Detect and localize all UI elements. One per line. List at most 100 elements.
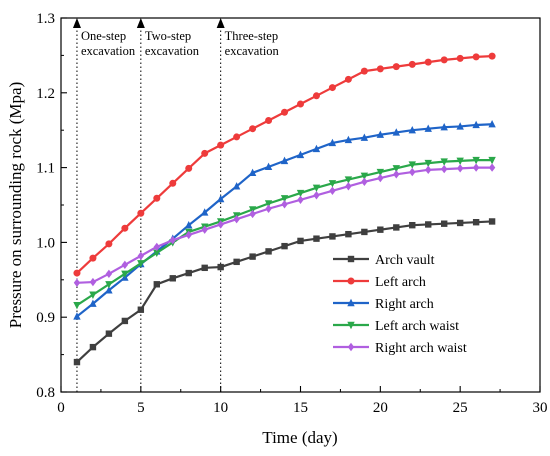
data-point xyxy=(121,224,129,232)
data-point xyxy=(73,269,81,277)
legend: Arch vault Left arch Right arch Left arch w… xyxy=(333,253,467,356)
data-point xyxy=(344,176,353,184)
data-point xyxy=(201,225,208,234)
data-point xyxy=(153,194,161,202)
data-point xyxy=(456,54,464,62)
phase-label-line2: excavation xyxy=(145,44,200,58)
data-point xyxy=(169,235,176,245)
data-point xyxy=(169,275,176,282)
y-tick-label: 0.9 xyxy=(36,310,55,326)
series-line xyxy=(76,159,493,307)
data-point xyxy=(281,242,288,250)
data-point xyxy=(201,208,209,216)
x-axis-title: Time (day) xyxy=(262,428,337,447)
data-point xyxy=(265,204,272,213)
legend-label: Left arch waist xyxy=(375,319,459,334)
data-point xyxy=(185,164,193,172)
data-point xyxy=(89,291,97,299)
phase-label-line1: Three-step xyxy=(225,29,278,43)
data-point xyxy=(201,149,209,157)
data-point xyxy=(89,343,97,351)
data-point xyxy=(105,269,113,279)
data-point xyxy=(249,253,256,260)
data-point xyxy=(296,189,305,198)
legend-marker xyxy=(347,255,355,263)
data-point xyxy=(73,358,81,366)
data-point xyxy=(408,161,416,169)
data-point xyxy=(233,133,241,141)
legend-label: Right arch waist xyxy=(375,341,467,356)
legend-label: Right arch xyxy=(375,297,434,312)
data-point xyxy=(472,156,480,165)
data-point xyxy=(425,221,432,228)
data-point xyxy=(376,168,385,177)
data-point xyxy=(264,200,273,208)
data-point xyxy=(121,270,129,279)
y-tick-label: 1.0 xyxy=(36,235,55,251)
data-point xyxy=(361,228,368,236)
data-point xyxy=(424,124,432,132)
data-point xyxy=(73,278,81,287)
data-point xyxy=(361,177,368,187)
x-tick-label: 25 xyxy=(453,400,468,416)
phase-arrow-icon xyxy=(136,18,145,28)
data-point xyxy=(312,184,321,192)
data-point xyxy=(264,162,273,171)
data-point xyxy=(377,173,384,183)
data-point xyxy=(472,120,480,129)
data-point xyxy=(281,200,288,209)
phase-label-line1: Two-step xyxy=(145,29,191,43)
data-point xyxy=(249,209,256,219)
axes: 0 5 10 15 20 25 30 0.8 0.9 1.0 1.1 1.2 1.3 xyxy=(36,11,547,416)
phase-arrow-icon xyxy=(72,18,81,28)
data-point xyxy=(441,164,448,174)
legend-label: Left arch xyxy=(375,275,426,290)
series-left-arch-waist xyxy=(73,156,496,310)
data-point xyxy=(329,186,336,195)
data-point xyxy=(376,130,385,138)
data-point xyxy=(360,133,369,141)
data-point xyxy=(393,170,400,179)
data-point xyxy=(297,237,304,245)
data-point xyxy=(408,126,416,134)
x-tick-label: 20 xyxy=(373,400,388,416)
plot-frame xyxy=(60,17,541,393)
data-point xyxy=(105,286,113,294)
data-point xyxy=(121,317,129,325)
data-point xyxy=(344,135,353,144)
data-point xyxy=(105,240,113,248)
x-tick-label: 0 xyxy=(57,400,65,416)
data-point xyxy=(265,116,273,124)
data-point xyxy=(248,168,257,177)
series-arch-vault xyxy=(73,218,496,366)
data-point xyxy=(89,254,97,262)
data-point xyxy=(312,92,320,100)
data-point xyxy=(217,141,225,149)
data-point xyxy=(392,63,400,71)
data-point xyxy=(217,263,224,271)
data-point xyxy=(105,281,113,289)
data-point xyxy=(409,221,416,229)
data-point xyxy=(424,159,432,168)
data-point xyxy=(344,75,352,83)
data-point xyxy=(392,165,400,173)
y-tick-label: 0.8 xyxy=(36,385,55,401)
y-tick-label: 1.2 xyxy=(36,86,55,102)
data-point xyxy=(185,269,192,277)
data-point xyxy=(201,264,208,272)
data-point xyxy=(169,179,177,187)
data-point xyxy=(360,172,369,181)
data-point xyxy=(297,100,304,108)
data-point xyxy=(409,167,416,177)
data-point xyxy=(280,156,289,165)
data-point xyxy=(440,123,448,131)
data-point xyxy=(440,56,448,64)
data-point xyxy=(488,156,496,165)
phase-label-line2: excavation xyxy=(225,44,280,58)
phase-label-line1: One-step xyxy=(81,29,126,43)
y-tick-label: 1.1 xyxy=(36,161,55,177)
data-point xyxy=(89,299,97,307)
data-point xyxy=(425,165,432,175)
data-point xyxy=(297,195,304,204)
data-point xyxy=(441,220,448,227)
